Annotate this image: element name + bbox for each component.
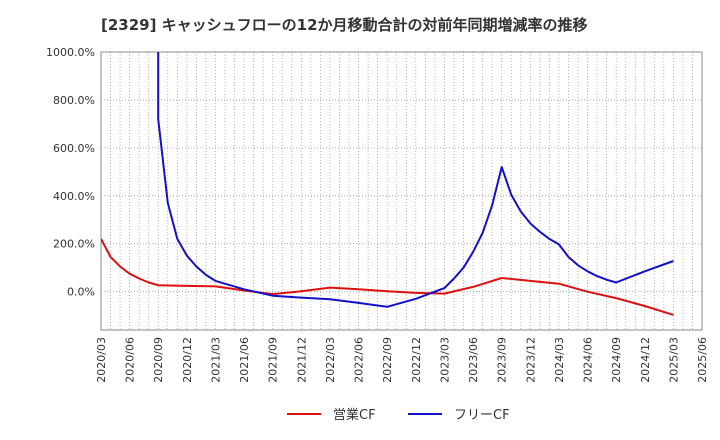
y-axis: 0.0% 200.0% 400.0% 600.0% 800.0% 1000.0% (46, 46, 95, 299)
x-tick-label: 2024/06 (582, 337, 595, 383)
x-tick-label: 2023/06 (467, 337, 480, 383)
x-tick-label: 2020/06 (124, 337, 137, 383)
x-tick-label: 2021/06 (238, 337, 251, 383)
chart-title: [2329] キャッシュフローの12か月移動合計の対前年同期増減率の推移 (101, 16, 588, 34)
series-lines (101, 52, 674, 316)
series-line-0 (101, 238, 674, 316)
y-tick-label: 400.0% (53, 190, 95, 203)
x-tick-label: 2022/03 (324, 337, 337, 383)
x-tick-label: 2022/12 (410, 337, 423, 383)
y-tick-label: 800.0% (53, 94, 95, 107)
y-tick-label: 0.0% (67, 286, 95, 299)
x-tick-label: 2023/12 (524, 337, 537, 383)
legend-label-1: フリーCF (454, 408, 510, 423)
x-tick-label: 2023/09 (496, 337, 509, 383)
x-tick-label: 2021/03 (209, 337, 222, 383)
x-tick-label: 2023/03 (438, 337, 451, 383)
x-tick-label: 2024/03 (553, 337, 566, 383)
x-tick-label: 2021/12 (295, 337, 308, 383)
plot-area (100, 51, 703, 331)
x-axis: 2020/03 2020/06 2020/09 2020/12 2021/03 2021/… (95, 337, 709, 383)
y-tick-label: 1000.0% (46, 46, 95, 59)
x-tick-label: 2022/06 (353, 337, 366, 383)
x-tick-label: 2025/06 (696, 337, 709, 383)
x-tick-label: 2021/09 (267, 337, 280, 383)
series-line-1 (157, 52, 674, 308)
x-tick-label: 2020/12 (181, 337, 194, 383)
grid (101, 51, 702, 330)
legend-label-0: 営業CF (333, 407, 376, 423)
x-tick-label: 2024/09 (610, 337, 623, 383)
y-tick-label: 200.0% (53, 238, 95, 251)
x-tick-label: 2025/03 (667, 337, 680, 383)
legend: 営業CF フリーCF (287, 407, 510, 423)
x-tick-label: 2020/03 (95, 337, 108, 383)
x-tick-label: 2020/09 (152, 337, 165, 383)
x-tick-label: 2022/09 (381, 337, 394, 383)
x-tick-label: 2024/12 (639, 337, 652, 383)
y-tick-label: 600.0% (53, 142, 95, 155)
